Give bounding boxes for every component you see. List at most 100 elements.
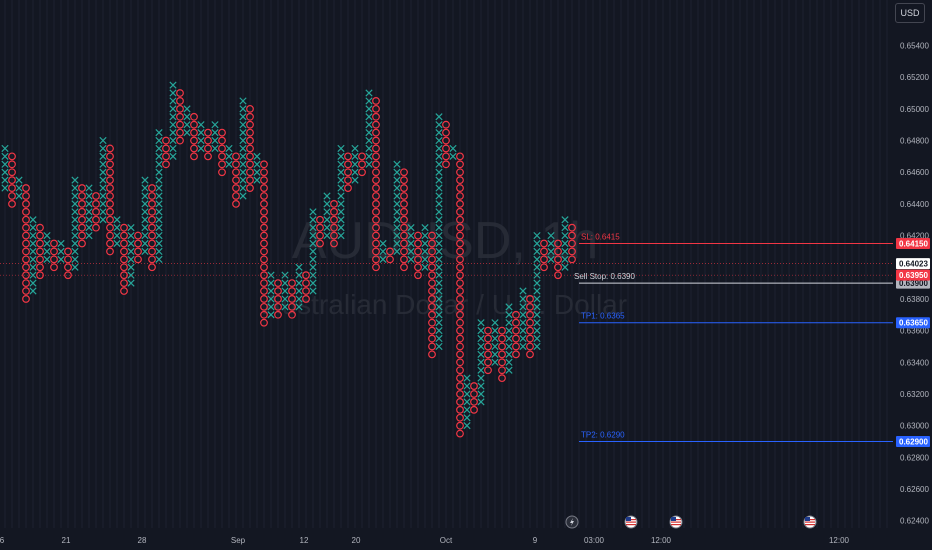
pnf-x-box [155, 247, 163, 256]
pnf-x-box [29, 279, 37, 287]
pnf-o-box [540, 247, 548, 256]
pnf-x-box [337, 231, 345, 240]
pnf-o-box [358, 160, 366, 169]
pnf-x-box [169, 121, 177, 129]
pnf-x-box [295, 303, 303, 311]
pnf-x-box [435, 342, 443, 351]
pnf-x-box [155, 160, 163, 168]
pnf-x-box [155, 168, 163, 176]
pnf-x-box [519, 303, 527, 311]
us-flag-icon[interactable] [669, 515, 683, 529]
pnf-x-box [351, 160, 359, 168]
pnf-o-box [106, 199, 114, 208]
pnf-x-box [239, 160, 247, 168]
pnf-x-box [155, 239, 163, 248]
pnf-x-box [281, 303, 289, 311]
pnf-o-box [134, 255, 142, 264]
pnf-x-box [337, 152, 345, 161]
pnf-x-box [99, 184, 107, 192]
pnf-x-box [253, 160, 261, 168]
pnf-x-box [211, 128, 219, 137]
pnf-o-box [162, 144, 170, 153]
pnf-o-box [260, 247, 268, 256]
pnf-x-box [351, 176, 359, 184]
us-flag-icon[interactable] [803, 515, 817, 529]
us-flag-icon[interactable] [624, 515, 638, 529]
sl-badge-label: 0.64150 [899, 240, 928, 249]
pnf-o-box [106, 215, 114, 224]
pnf-x-box [435, 311, 443, 319]
price-tick-label: 0.62600 [900, 485, 929, 494]
pnf-x-box [295, 287, 303, 295]
pnf-x-box [15, 176, 23, 184]
pnf-x-box [29, 231, 37, 240]
pnf-o-box [554, 239, 562, 248]
price-axis[interactable]: 0.65400 0.65200 0.65000 0.64800 0.64600 0.644… [896, 42, 930, 526]
pnf-x-box [309, 263, 317, 271]
pnf-o-box [22, 239, 30, 248]
pnf-o-box [470, 405, 478, 414]
pnf-x-box [435, 128, 443, 137]
pnf-o-box [456, 279, 464, 288]
current-price-badge-label: 0.64023 [899, 260, 928, 269]
pnf-o-box [92, 192, 100, 200]
pnf-x-box [113, 231, 121, 240]
pnf-x-box [449, 144, 457, 153]
pnf-o-box [568, 255, 576, 264]
pnf-o-box [78, 184, 86, 192]
pnf-o-box [428, 310, 436, 319]
pnf-x-box [71, 231, 79, 240]
pnf-o-box [288, 287, 296, 295]
pnf-x-box [71, 200, 79, 208]
pnf-o-box [260, 255, 268, 264]
pnf-x-box [29, 247, 37, 256]
pnf-x-box [393, 224, 401, 232]
pnf-o-box [246, 160, 254, 169]
pnf-x-box [365, 89, 373, 97]
pnf-x-box [169, 152, 177, 161]
pnf-x-box [225, 144, 233, 153]
pnf-o-box [330, 199, 338, 208]
pnf-x-box [561, 224, 569, 232]
pnf-x-box [281, 287, 289, 295]
pnf-x-box [113, 239, 121, 248]
pnf-o-box [204, 152, 212, 161]
pnf-o-box [512, 310, 520, 319]
pnf-x-box [169, 81, 177, 89]
pnf-o-box [64, 247, 72, 256]
pnf-o-box [372, 199, 380, 208]
pnf-o-box [372, 231, 380, 240]
pnf-x-box [337, 192, 345, 200]
pnf-o-box [218, 168, 226, 177]
currency-button[interactable]: USD [895, 3, 925, 23]
pnf-o-box [484, 326, 492, 335]
pnf-o-box [78, 223, 86, 232]
pnf-x-box [561, 247, 569, 256]
time-axis[interactable]: 6 21 28 Sep 12 20 Oct 9 03:00 12:00 12:00 [0, 536, 850, 545]
pnf-o-box [372, 120, 380, 129]
pnf-x-box [477, 382, 485, 390]
pnf-o-box [274, 287, 282, 295]
pnf-o-box [78, 207, 86, 216]
pnf-o-box [8, 168, 16, 177]
pnf-o-box [260, 168, 268, 177]
pnf-x-box [351, 168, 359, 176]
pnf-x-box [169, 128, 177, 137]
pnf-o-box [22, 247, 30, 256]
pnf-x-box [505, 350, 513, 359]
level-label-tp1: TP1: 0.6365 [581, 312, 625, 321]
pnf-o-box [456, 413, 464, 422]
lightning-icon[interactable] [565, 515, 579, 529]
pnf-o-box [260, 184, 268, 192]
pnf-o-box [22, 223, 30, 232]
pnf-o-box [372, 255, 380, 264]
time-tick-label: 21 [62, 536, 71, 545]
pnf-x-box [1, 184, 9, 192]
pnf-x-box [435, 231, 443, 240]
price-tick-label: 0.64400 [900, 200, 929, 209]
pnf-o-box [456, 160, 464, 169]
pnf-o-box [372, 152, 380, 161]
pnf-x-box [407, 224, 415, 232]
pnf-o-box [22, 255, 30, 264]
